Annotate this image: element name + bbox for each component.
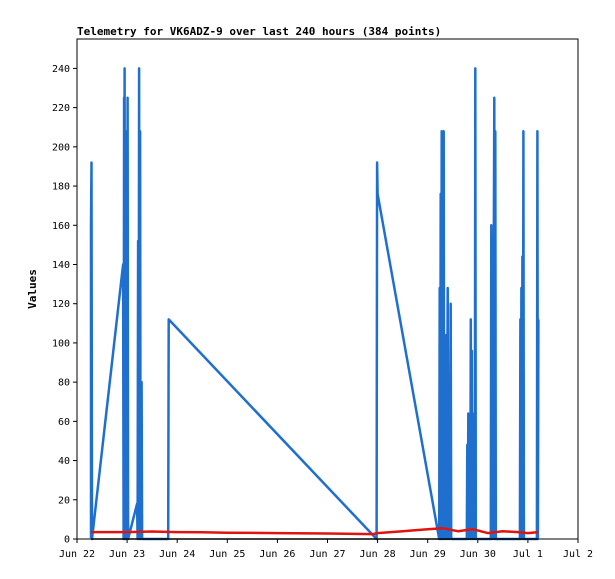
y-tick-label: 160 [52,221,70,232]
x-tick-label: Jun 26 [259,549,295,560]
y-tick-label: 40 [58,456,70,467]
y-tick-label: 0 [64,535,70,546]
y-tick-label: 100 [52,338,70,349]
x-tick-label: Jun 29 [410,549,446,560]
series-layer [89,67,540,541]
y-axis-label: Values [26,269,39,309]
y-axis: 0 20 40 60 80 100 120 140 160 180 200 220 240 [52,64,77,546]
y-tick-label: 240 [52,64,70,75]
y-tick-label: 20 [58,495,70,506]
x-tick-label: Jun 24 [159,549,195,560]
x-tick-label: Jun 28 [360,549,396,560]
y-tick-label: 80 [58,378,70,389]
x-tick-label: Jul 1 [513,549,543,560]
plot-area-frame [76,38,579,540]
y-tick-label: 180 [52,182,70,193]
x-tick-label: Jul 2 [563,549,593,560]
x-tick-label: Jun 22 [59,549,95,560]
series-line-2 [91,526,539,536]
x-tick-label: Jun 25 [209,549,245,560]
x-tick-label: Jun 27 [309,549,345,560]
x-axis: Jun 22 Jun 23 Jun 24 Jun 25 Jun 26 Jun 27 Jun … [59,539,593,560]
y-tick-label: 60 [58,417,70,428]
y-tick-label: 120 [52,299,70,310]
y-tick-label: 200 [52,142,70,153]
x-tick-label: Jun 30 [460,549,496,560]
chart-title: Telemetry for VK6ADZ-9 over last 240 hou… [77,25,441,38]
y-tick-label: 140 [52,260,70,271]
x-tick-label: Jun 23 [109,549,145,560]
y-tick-label: 220 [52,103,70,114]
